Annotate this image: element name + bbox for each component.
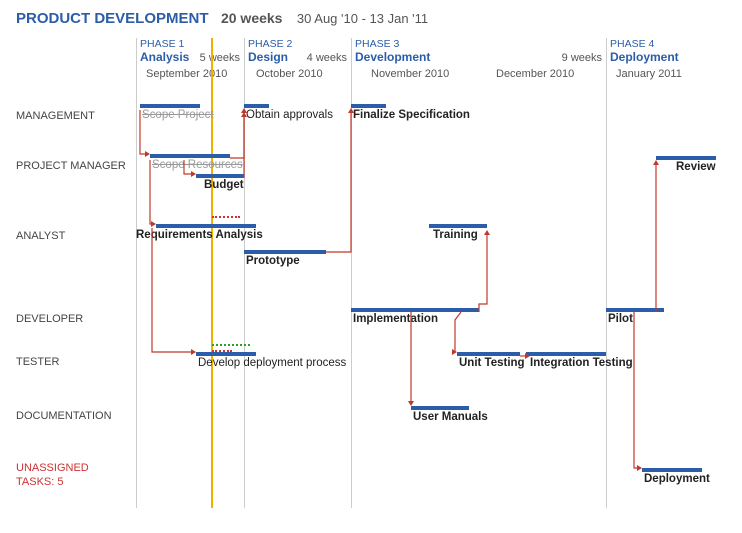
task-bar-finalize-spec[interactable] bbox=[351, 104, 386, 108]
month-label: December 2010 bbox=[496, 68, 574, 80]
month-label: October 2010 bbox=[256, 68, 323, 80]
task-label-req-analysis: Requirements Analysis bbox=[136, 229, 263, 241]
task-label-finalize-spec: Finalize Specification bbox=[353, 109, 470, 121]
unassigned-count: TASKS: 5 bbox=[16, 476, 63, 488]
task-bar-req-analysis[interactable] bbox=[156, 224, 256, 228]
chart-header: PRODUCT DEVELOPMENT 20 weeks 30 Aug '10 … bbox=[0, 0, 742, 32]
progress-dots bbox=[212, 344, 250, 346]
phase-divider bbox=[244, 38, 245, 508]
task-bar-obtain-approvals[interactable] bbox=[244, 104, 269, 108]
phase-header-p1: PHASE 1Analysis bbox=[140, 38, 189, 64]
task-bar-scope-resources[interactable] bbox=[150, 154, 230, 158]
month-label: November 2010 bbox=[371, 68, 449, 80]
chart-title: PRODUCT DEVELOPMENT bbox=[16, 10, 209, 27]
task-label-implementation: Implementation bbox=[353, 313, 438, 325]
phase-duration: 5 weeks bbox=[194, 52, 240, 64]
phase-name: PHASE 4 bbox=[610, 38, 679, 50]
task-label-prototype: Prototype bbox=[246, 255, 300, 267]
phase-header-p4: PHASE 4Deployment bbox=[610, 38, 679, 64]
month-label: September 2010 bbox=[146, 68, 227, 80]
task-label-pilot: Pilot bbox=[608, 313, 633, 325]
phase-name: PHASE 2 bbox=[248, 38, 292, 50]
chart-duration: 20 weeks bbox=[221, 10, 283, 26]
phase-divider bbox=[351, 38, 352, 508]
task-label-integration-testing: Integration Testing bbox=[530, 357, 633, 369]
task-label-dev-deploy: Develop deployment process bbox=[198, 357, 346, 369]
task-bar-budget[interactable] bbox=[196, 174, 244, 178]
task-label-user-manuals: User Manuals bbox=[413, 411, 488, 423]
task-label-training: Training bbox=[433, 229, 478, 241]
phase-divider bbox=[606, 38, 607, 508]
task-label-unit-testing: Unit Testing bbox=[459, 357, 525, 369]
phase-label: Deployment bbox=[610, 50, 679, 64]
task-bar-scope-project[interactable] bbox=[140, 104, 200, 108]
task-label-scope-project: Scope Project bbox=[142, 109, 214, 121]
phase-name: PHASE 1 bbox=[140, 38, 189, 50]
phase-header-p2: PHASE 2Design bbox=[248, 38, 292, 64]
chart-daterange: 30 Aug '10 - 13 Jan '11 bbox=[297, 11, 428, 26]
task-bar-review[interactable] bbox=[656, 156, 716, 160]
row-label-analyst: ANALYST bbox=[16, 230, 65, 242]
row-label-management: MANAGEMENT bbox=[16, 110, 95, 122]
phase-name: PHASE 3 bbox=[355, 38, 430, 50]
row-label-documentation: DOCUMENTATION bbox=[16, 410, 112, 422]
task-bar-unit-testing[interactable] bbox=[457, 352, 520, 356]
phase-duration: 4 weeks bbox=[301, 52, 347, 64]
row-label-tester: TESTER bbox=[16, 356, 59, 368]
task-label-obtain-approvals: Obtain approvals bbox=[246, 109, 333, 121]
task-bar-pilot[interactable] bbox=[606, 308, 664, 312]
task-bar-prototype[interactable] bbox=[244, 250, 326, 254]
phase-label: Development bbox=[355, 50, 430, 64]
task-bar-training[interactable] bbox=[429, 224, 487, 228]
row-label-pm: PROJECT MANAGER bbox=[16, 160, 126, 172]
task-label-deployment: Deployment bbox=[644, 473, 710, 485]
phase-label: Design bbox=[248, 50, 292, 64]
task-bar-deployment[interactable] bbox=[642, 468, 702, 472]
task-label-budget: Budget bbox=[204, 179, 244, 191]
progress-dots bbox=[212, 350, 232, 352]
row-label-developer: DEVELOPER bbox=[16, 313, 83, 325]
phase-divider bbox=[136, 38, 137, 508]
gantt-chart: PHASE 1Analysis 5 weeks PHASE 2Design 4 wee… bbox=[16, 38, 726, 508]
task-bar-integration-testing[interactable] bbox=[526, 352, 606, 356]
row-label-unassigned: UNASSIGNED bbox=[16, 462, 89, 474]
month-label: January 2011 bbox=[616, 68, 682, 80]
progress-dots bbox=[212, 216, 240, 218]
task-bar-implementation[interactable] bbox=[351, 308, 479, 312]
task-label-scope-resources: Scope Resources bbox=[152, 159, 243, 171]
phase-duration: 9 weeks bbox=[556, 52, 602, 64]
task-bar-dev-deploy[interactable] bbox=[196, 352, 256, 356]
task-label-review: Review bbox=[676, 161, 716, 173]
task-bar-user-manuals[interactable] bbox=[411, 406, 469, 410]
phase-header-p3: PHASE 3Development bbox=[355, 38, 430, 64]
phase-label: Analysis bbox=[140, 50, 189, 64]
